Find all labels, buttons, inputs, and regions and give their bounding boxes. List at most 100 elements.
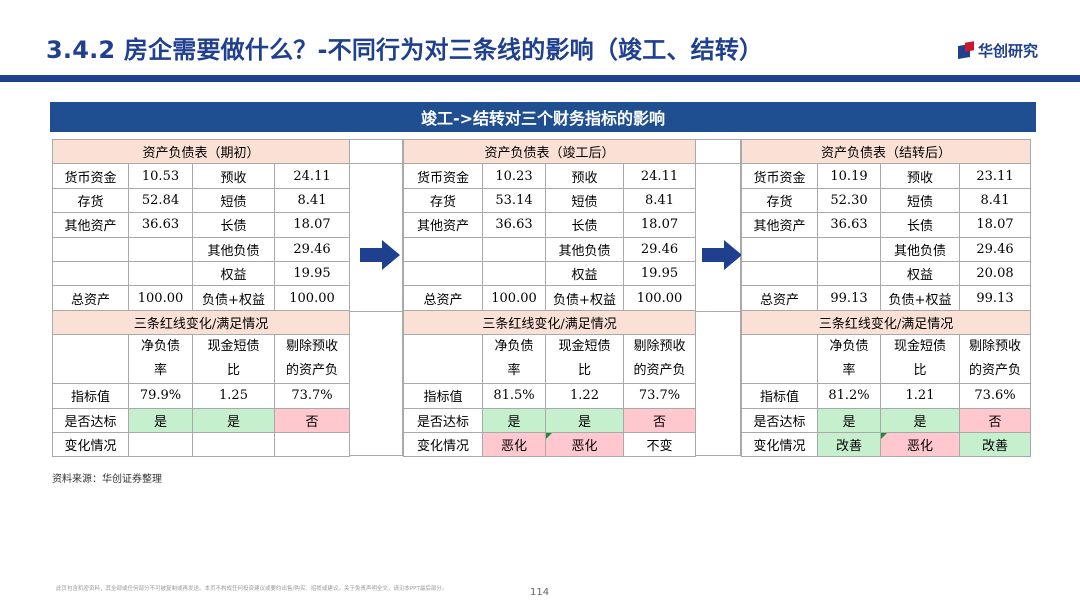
table-row: 其他负债 29.46 [403, 236, 697, 262]
liability-value: 18.07 [622, 212, 697, 238]
liability-label: 长债 [545, 212, 624, 238]
liability-label: 长债 [880, 212, 960, 238]
indicator-value: 81.2% [817, 383, 881, 409]
table-row: 变化情况 [52, 431, 351, 458]
liability-value: 29.46 [958, 236, 1032, 262]
balance-title: 资产负债表（结转后） [740, 138, 1032, 165]
liability-value: 24.11 [273, 163, 351, 189]
metric-header-row: 净负债率 现金短债比 剔除预收 的资产负 [52, 334, 351, 385]
asset-label [52, 236, 129, 262]
change-value: 恶化 [482, 431, 546, 458]
section-banner: 竣工->结转对三个财务指标的影响 [50, 102, 1036, 132]
table-row: 货币资金 10.53 预收 24.11 [52, 163, 351, 189]
metric-header: 现金短债比 [880, 334, 960, 385]
asset-value: 36.63 [817, 212, 881, 238]
logo-mark-icon [958, 41, 974, 60]
liability-value: 8.41 [622, 187, 697, 214]
change-label: 变化情况 [741, 431, 818, 458]
table-row: 是否达标是是否 [403, 407, 697, 433]
liability-label: 负债+权益 [192, 285, 275, 311]
asset-label [403, 236, 483, 262]
asset-label: 货币资金 [403, 163, 483, 189]
liability-label: 短债 [192, 187, 275, 214]
asset-value: 100.00 [482, 285, 546, 311]
table-row: 总资产 100.00 负债+权益 100.00 [403, 285, 697, 311]
change-label: 变化情况 [52, 431, 129, 458]
asset-label: 货币资金 [52, 163, 129, 189]
status-badge: 是 [817, 407, 881, 433]
balance-title: 资产负债表（竣工后） [402, 138, 697, 165]
metric-header-row: 净负债率 现金短债比 剔除预收 的资产负 [403, 334, 697, 385]
status-badge: 否 [273, 407, 351, 433]
liability-label: 负债+权益 [880, 285, 960, 311]
table-row: 存货 52.84 短债 8.41 [52, 187, 351, 214]
change-value: 恶化 [880, 431, 960, 458]
page-number: 114 [530, 587, 550, 598]
asset-label: 存货 [741, 187, 818, 214]
liability-label: 长债 [192, 212, 275, 238]
liability-label: 权益 [880, 260, 960, 287]
metric-header-row: 净负债率 现金短债比 剔除预收 的资产负 [741, 334, 1032, 385]
liability-value: 8.41 [958, 187, 1032, 214]
asset-label [52, 260, 129, 287]
table-row: 其他负债 29.46 [741, 236, 1032, 262]
status-badge: 是 [192, 407, 275, 433]
header-rule [0, 75, 1080, 82]
asset-label [741, 260, 818, 287]
asset-value: 36.63 [482, 212, 546, 238]
asset-value: 52.30 [817, 187, 881, 214]
change-label: 变化情况 [403, 431, 483, 458]
asset-value [128, 236, 193, 262]
table-row: 变化情况 改善 恶化 改善 [741, 431, 1032, 458]
table-row: 变化情况 恶化 恶化 不变 [403, 431, 697, 458]
liability-label: 短债 [880, 187, 960, 214]
liability-value: 20.08 [958, 260, 1032, 287]
indicator-value: 1.22 [545, 383, 624, 409]
empty-cell [741, 334, 818, 385]
asset-value: 10.53 [128, 163, 193, 189]
change-value: 不变 [622, 431, 697, 458]
liability-label: 其他负债 [192, 236, 275, 262]
asset-value [128, 260, 193, 287]
liability-label: 预收 [545, 163, 624, 189]
meet-label: 是否达标 [403, 407, 483, 433]
right-arrow-icon [702, 240, 742, 270]
table-row: 是否达标是是否 [52, 407, 351, 433]
company-logo: 华创研究 [958, 40, 1038, 60]
status-badge: 是 [545, 407, 624, 433]
indicator-label: 指标值 [52, 383, 129, 409]
disclaimer-text: 此页包含机密资料，其全部或任何部分不可被复制或再发送。本页不构成任何投资建议或要… [56, 586, 448, 592]
liability-value: 23.11 [958, 163, 1032, 189]
asset-label: 货币资金 [741, 163, 818, 189]
table-row: 权益 19.95 [52, 260, 351, 287]
metric-header: 剔除预收 的资产负 [958, 334, 1032, 385]
asset-value [482, 260, 546, 287]
logo-text: 华创研究 [978, 41, 1039, 60]
page-title: 3.4.2 房企需要做什么？-不同行为对三条线的影响（竣工、结转） [46, 36, 764, 64]
change-value [128, 431, 193, 458]
balance-panel-initial: 资产负债表（期初） 货币资金 10.53 预收 24.11 存货 52.84 短债 8.41… [51, 138, 351, 458]
asset-value: 53.14 [482, 187, 546, 214]
metric-header: 现金短债比 [545, 334, 624, 385]
liability-value: 18.07 [958, 212, 1032, 238]
table-row: 是否达标是是否 [741, 407, 1032, 433]
change-value: 恶化 [545, 431, 624, 458]
liability-value: 100.00 [273, 285, 351, 311]
liability-label: 其他负债 [880, 236, 960, 262]
asset-value: 10.19 [817, 163, 881, 189]
asset-value: 10.23 [482, 163, 546, 189]
liability-label: 负债+权益 [545, 285, 624, 311]
change-value [273, 431, 351, 458]
table-row: 指标值 81.5% 1.22 73.7% [403, 383, 697, 409]
indicator-value: 73.7% [273, 383, 351, 409]
spacer-column [349, 139, 403, 456]
asset-label: 总资产 [741, 285, 818, 311]
liability-label: 短债 [545, 187, 624, 214]
liability-label: 预收 [192, 163, 275, 189]
meet-label: 是否达标 [52, 407, 129, 433]
liability-label: 权益 [192, 260, 275, 287]
change-value [192, 431, 275, 458]
table-row: 总资产 100.00 负债+权益 100.00 [52, 285, 351, 311]
metric-header: 剔除预收 的资产负 [273, 334, 351, 385]
asset-label [403, 260, 483, 287]
